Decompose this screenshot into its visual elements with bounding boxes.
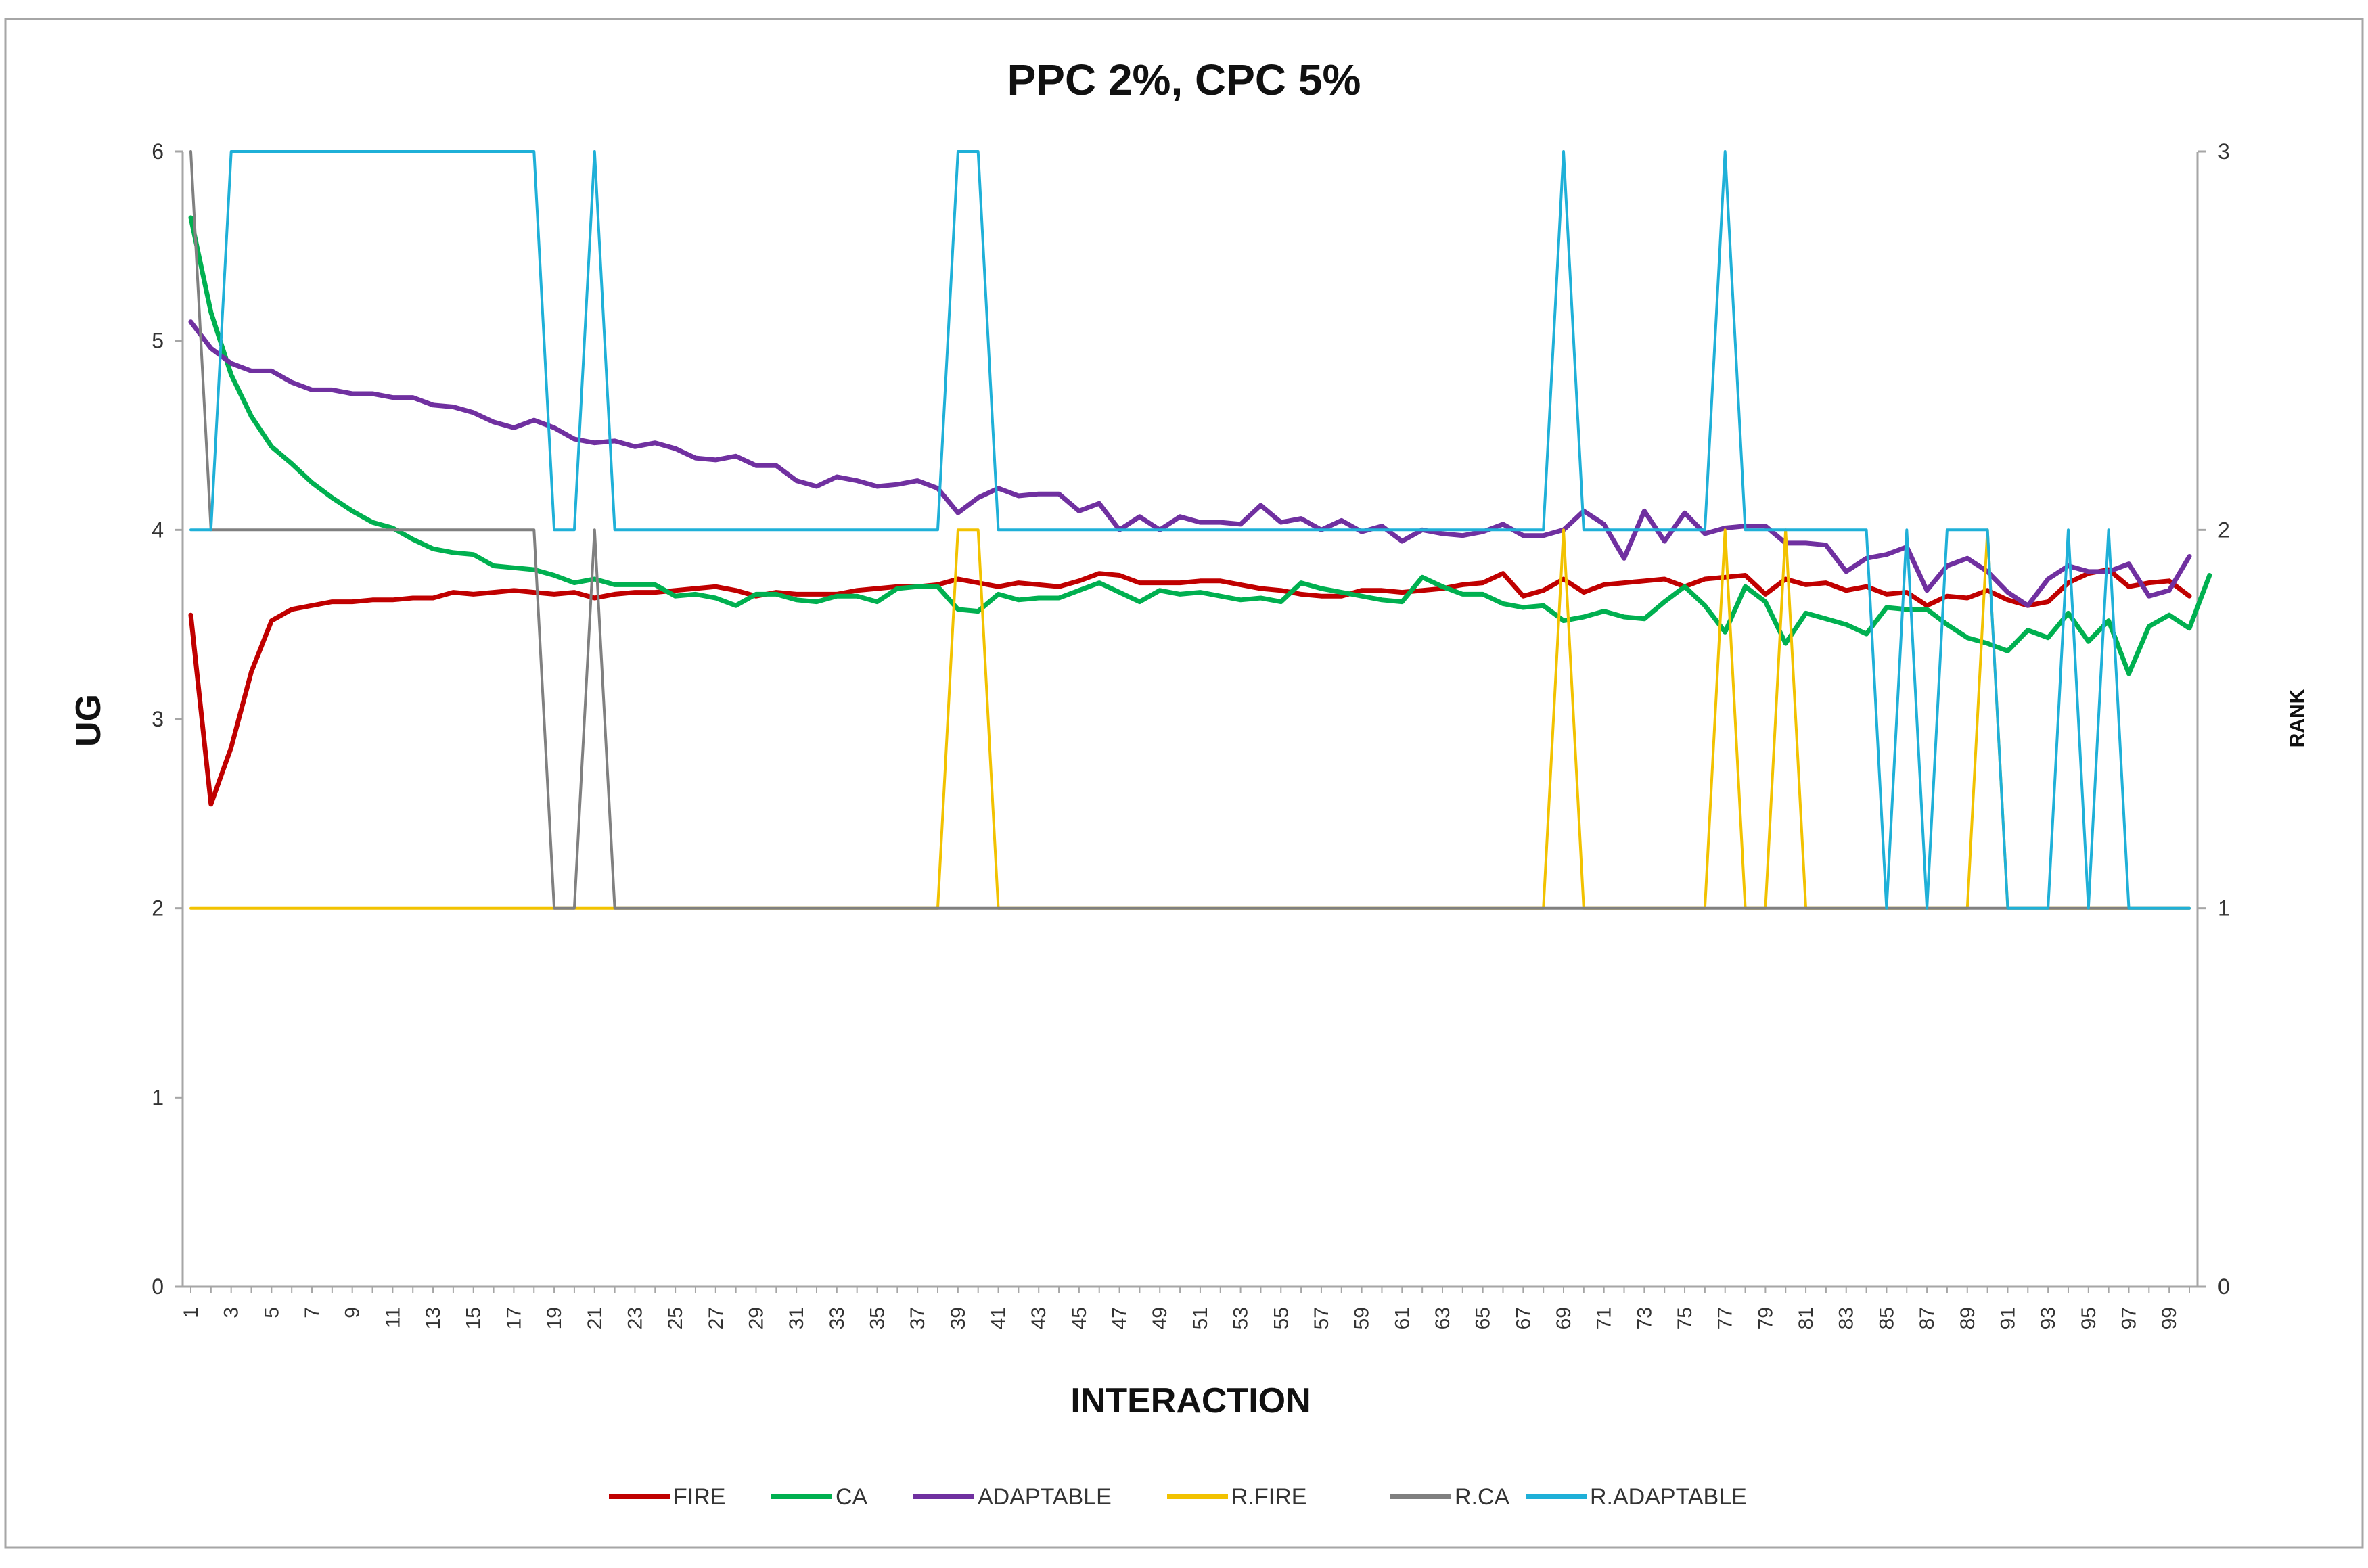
x-tick-label: 21: [584, 1307, 606, 1329]
x-tick-label: 55: [1270, 1307, 1292, 1329]
x-tick-label: 3: [221, 1307, 243, 1318]
x-tick-label: 75: [1674, 1307, 1696, 1329]
x-tick-label: 53: [1230, 1307, 1252, 1329]
legend-label-r-fire: R.FIRE: [1231, 1484, 1306, 1510]
x-tick-label: 47: [1109, 1307, 1131, 1329]
x-tick-label: 57: [1311, 1307, 1333, 1329]
x-tick-label: 45: [1068, 1307, 1091, 1329]
x-tick-label: 7: [301, 1307, 323, 1318]
series-lines: [188, 150, 2212, 910]
y-tick-label: 1: [152, 1085, 164, 1109]
y2-axis-title: RANK: [2286, 689, 2308, 747]
series-line-r-adaptable: [189, 150, 2191, 910]
x-tick-label: 23: [624, 1307, 646, 1329]
x-tick-label: 39: [947, 1307, 970, 1329]
x-tick-label: 59: [1351, 1307, 1373, 1329]
x-tick-label: 13: [422, 1307, 445, 1329]
legend: FIRE CA ADAPTABLE R.FIRE R.CA R.ADAPTABLE: [609, 1484, 1747, 1510]
x-tick-label: 67: [1512, 1307, 1534, 1329]
x-tick-label: 37: [907, 1307, 929, 1329]
x-tick-label: 99: [2158, 1307, 2181, 1329]
x-tick-label: 95: [2078, 1307, 2100, 1329]
x-tick-label: 69: [1553, 1307, 1575, 1329]
x-tick-label: 83: [1836, 1307, 1858, 1329]
x-tick-label: 9: [342, 1307, 364, 1318]
x-tick-label: 61: [1391, 1307, 1413, 1329]
y-tick-label: 2: [152, 896, 164, 921]
x-tick-label: 87: [1916, 1307, 1938, 1329]
chart-title: PPC 2%, CPC 5%: [1007, 55, 1361, 104]
x-tick-label: 19: [543, 1307, 566, 1329]
x-tick-label: 73: [1633, 1307, 1656, 1329]
x-tick-label: 49: [1149, 1307, 1171, 1329]
x-tick-label: 27: [705, 1307, 727, 1329]
legend-label-ca: CA: [836, 1484, 868, 1510]
x-tick-label: 85: [1875, 1307, 1898, 1329]
y2-tick-label: 1: [2218, 896, 2230, 921]
x-axis-title: INTERACTION: [1070, 1381, 1311, 1421]
y2-axis-ticks: 0 1 2 3: [2198, 139, 2230, 1299]
x-tick-label: 91: [1997, 1307, 2019, 1329]
x-tick-label: 17: [503, 1307, 525, 1329]
x-tick-label: 43: [1028, 1307, 1050, 1329]
x-tick-label: 81: [1795, 1307, 1817, 1329]
y2-tick-label: 0: [2218, 1274, 2230, 1299]
legend-label-fire: FIRE: [673, 1484, 725, 1510]
x-tick-label: 93: [2037, 1307, 2059, 1329]
y-axis-title: UG: [69, 694, 108, 747]
y2-tick-label: 3: [2218, 139, 2230, 164]
y-axis-ticks: 0 1 2 3 4 5 6: [152, 139, 183, 1299]
series-line-adaptable: [188, 319, 2192, 608]
x-tick-label: 89: [1957, 1307, 1979, 1329]
legend-label-r-ca: R.CA: [1455, 1484, 1510, 1510]
x-tick-label: 79: [1754, 1307, 1777, 1329]
x-tick-label: 77: [1714, 1307, 1737, 1329]
x-tick-label: 51: [1189, 1307, 1212, 1329]
y-tick-label: 6: [152, 139, 164, 164]
x-tick-label: 35: [867, 1307, 889, 1329]
x-tick-label: 31: [785, 1307, 808, 1329]
y-tick-label: 4: [152, 517, 164, 542]
x-tick-label: 71: [1593, 1307, 1616, 1329]
x-axis-ticks: 1 3 5 7 9 11 13 15 17 19 21 23 25 27 29 31 33 35 37 39 41 43 4…: [180, 1287, 2190, 1329]
x-tick-label: 63: [1432, 1307, 1454, 1329]
x-tick-label: 15: [463, 1307, 485, 1329]
x-tick-label: 11: [382, 1307, 404, 1328]
y-tick-label: 0: [152, 1274, 164, 1299]
series-line-fire: [188, 567, 2192, 807]
x-tick-label: 1: [180, 1307, 202, 1318]
chart-border: [4, 18, 2364, 1549]
series-line-ca: [188, 215, 2212, 676]
legend-label-adaptable: ADAPTABLE: [978, 1484, 1112, 1510]
x-tick-label: 5: [260, 1307, 283, 1318]
legend-label-r-adaptable: R.ADAPTABLE: [1590, 1484, 1747, 1510]
y-tick-label: 5: [152, 329, 164, 353]
x-tick-label: 33: [826, 1307, 848, 1329]
x-tick-label: 25: [664, 1307, 687, 1329]
y2-tick-label: 2: [2218, 517, 2230, 542]
x-tick-label: 65: [1472, 1307, 1495, 1329]
y-tick-label: 3: [152, 707, 164, 731]
x-tick-label: 29: [745, 1307, 767, 1329]
series-line-r-ca: [189, 150, 2191, 910]
x-tick-label: 41: [988, 1307, 1010, 1329]
x-tick-label: 97: [2118, 1307, 2140, 1329]
